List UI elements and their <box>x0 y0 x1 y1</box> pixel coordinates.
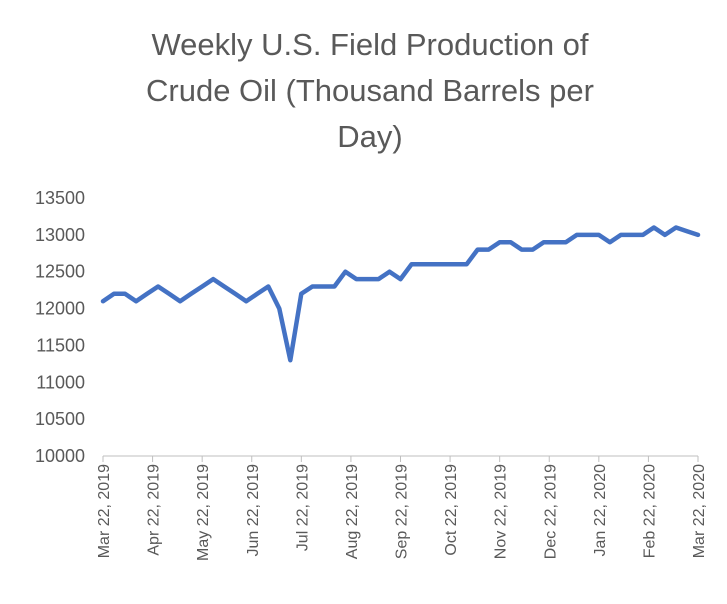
y-tick-label: 10500 <box>35 409 85 429</box>
x-tick-label: Mar 22, 2019 <box>96 464 113 558</box>
x-tick-label: Sep 22, 2019 <box>394 464 411 559</box>
chart-title: Weekly U.S. Field Production of Crude Oi… <box>60 22 680 160</box>
x-tick-label: Feb 22, 2020 <box>641 464 658 558</box>
x-tick-label: Aug 22, 2019 <box>344 464 361 559</box>
x-tick-label: Nov 22, 2019 <box>493 464 510 559</box>
chart-title-line-3: Day) <box>337 119 403 154</box>
x-tick-label: Jul 22, 2019 <box>294 464 311 551</box>
series-group <box>100 225 701 363</box>
y-tick-label: 11000 <box>36 372 85 392</box>
x-tick-label: Apr 22, 2019 <box>146 464 163 556</box>
y-tick-label: 11500 <box>36 335 85 355</box>
x-tick-label: Oct 22, 2019 <box>443 464 460 556</box>
x-tick-label: Mar 22, 2020 <box>691 464 708 558</box>
y-tick-label: 13000 <box>35 225 85 245</box>
y-tick-label: 10000 <box>35 446 85 466</box>
chart-title-line-2: Crude Oil (Thousand Barrels per <box>146 73 594 108</box>
y-axis: 10000 10500 11000 11500 12000 12500 13000 13500 <box>35 188 85 466</box>
x-axis: Mar 22, 2019 Apr 22, 2019 May 22, 2019 Jun … <box>96 455 708 561</box>
y-tick-label: 13500 <box>35 188 85 208</box>
x-tick-label: May 22, 2019 <box>195 464 212 561</box>
chart-title-line-1: Weekly U.S. Field Production of <box>151 27 589 62</box>
x-tick-label: Jan 22, 2020 <box>592 464 609 557</box>
x-tick-label: Jun 22, 2019 <box>245 464 262 557</box>
series-line <box>100 225 701 363</box>
x-tick-label: Dec 22, 2019 <box>542 464 559 559</box>
y-tick-label: 12500 <box>35 262 85 282</box>
y-tick-label: 12000 <box>35 299 85 319</box>
